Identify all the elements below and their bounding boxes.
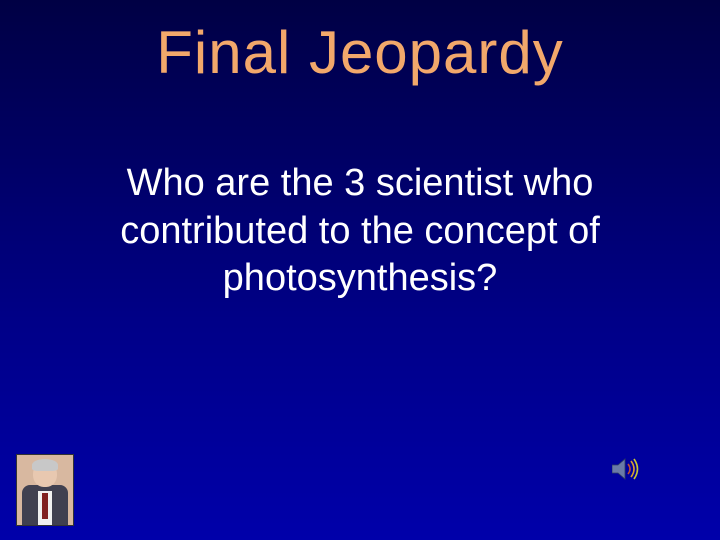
host-tie: [42, 493, 48, 519]
slide-title: Final Jeopardy: [0, 18, 720, 87]
host-trebek-icon[interactable]: [16, 454, 74, 526]
host-hair: [32, 459, 58, 471]
speaker-icon[interactable]: [612, 458, 640, 480]
slide-question: Who are the 3 scientist who contributed …: [60, 160, 660, 303]
slide: Final Jeopardy Who are the 3 scientist w…: [0, 0, 720, 540]
